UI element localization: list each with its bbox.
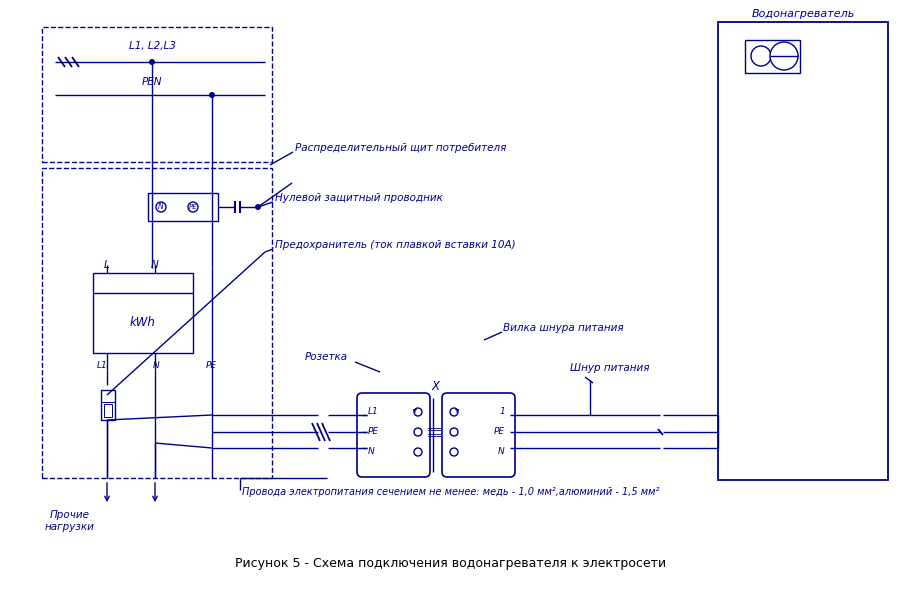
Text: PE: PE (189, 204, 198, 210)
Bar (101, 390, 115, 420)
Circle shape (449, 408, 457, 416)
Text: =: = (427, 431, 436, 441)
Text: Провода электропитания сечением не менее: медь - 1,0 мм²,алюминий - 1,5 мм²: Провода электропитания сечением не менее… (242, 487, 658, 497)
Text: =: = (433, 431, 442, 441)
Text: Рисунок 5 - Схема подключения водонагревателя к электросети: Рисунок 5 - Схема подключения водонагрев… (235, 557, 666, 569)
Bar (104, 404, 112, 417)
Text: PE: PE (368, 428, 379, 436)
Bar (42, 27, 272, 162)
Bar (717, 22, 887, 480)
Circle shape (750, 46, 770, 66)
Bar (42, 168, 272, 478)
Text: 1: 1 (499, 408, 504, 416)
Text: L: L (104, 260, 110, 270)
Text: =: = (433, 425, 442, 435)
Circle shape (149, 59, 155, 65)
Circle shape (449, 428, 457, 436)
Bar (148, 193, 217, 221)
Text: PE: PE (493, 428, 504, 436)
Text: N: N (368, 448, 374, 457)
Text: Вилка шнура питания: Вилка шнура питания (502, 323, 623, 333)
Text: PEN: PEN (142, 77, 162, 87)
Circle shape (413, 428, 421, 436)
Circle shape (449, 448, 457, 456)
Text: Розетка: Розетка (305, 352, 348, 362)
Circle shape (769, 42, 797, 70)
Circle shape (254, 204, 261, 210)
Text: Прочие
нагрузки: Прочие нагрузки (45, 510, 95, 532)
FancyBboxPatch shape (356, 393, 429, 477)
Text: N: N (158, 203, 163, 212)
Text: L1: L1 (97, 361, 107, 370)
Circle shape (413, 448, 421, 456)
Circle shape (413, 408, 421, 416)
Text: N: N (498, 448, 504, 457)
Text: Предохранитель (ток плавкой вставки 10А): Предохранитель (ток плавкой вставки 10А) (275, 240, 515, 250)
Circle shape (188, 202, 198, 212)
Text: N: N (152, 361, 159, 370)
Circle shape (208, 92, 215, 98)
Text: Нулевой защитный проводник: Нулевой защитный проводник (275, 193, 442, 203)
Text: X: X (431, 381, 439, 393)
Text: N: N (151, 260, 159, 270)
Text: Шнур питания: Шнур питания (569, 363, 649, 373)
Text: =: = (427, 425, 436, 435)
Bar (744, 40, 799, 73)
FancyBboxPatch shape (441, 393, 514, 477)
Text: Распределительный щит потребителя: Распределительный щит потребителя (295, 143, 506, 153)
Circle shape (156, 202, 166, 212)
Text: PE: PE (206, 361, 216, 370)
Text: L1: L1 (368, 408, 378, 416)
Text: kWh: kWh (130, 316, 156, 330)
Text: Водонагреватель: Водонагреватель (750, 9, 853, 19)
Text: L1, L2,L3: L1, L2,L3 (128, 41, 175, 51)
Bar (93, 273, 193, 353)
